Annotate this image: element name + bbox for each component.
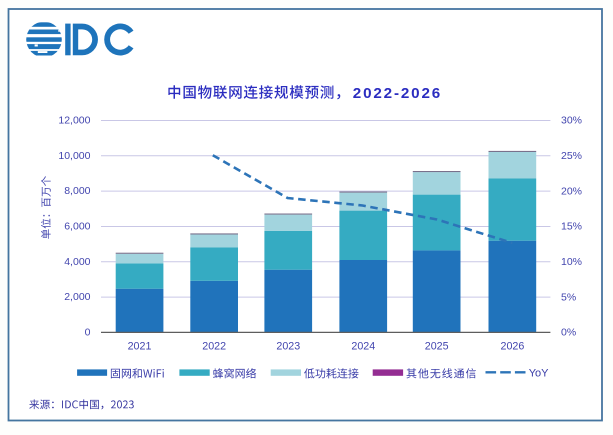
svg-text:8,000: 8,000 [64, 185, 90, 197]
svg-text:YoY: YoY [529, 368, 549, 380]
svg-text:2022-2026: 2022-2026 [353, 85, 442, 102]
svg-text:2021: 2021 [128, 341, 152, 353]
svg-text:2023: 2023 [276, 341, 300, 353]
svg-text:5%: 5% [561, 291, 576, 303]
svg-text:20%: 20% [561, 185, 582, 197]
svg-text:2,000: 2,000 [64, 291, 90, 303]
svg-text:15%: 15% [561, 221, 582, 233]
svg-text:10%: 10% [561, 256, 582, 268]
svg-text:0: 0 [85, 326, 91, 338]
svg-text:10,000: 10,000 [58, 150, 90, 162]
svg-text:0%: 0% [561, 327, 576, 339]
svg-text:2025: 2025 [425, 341, 449, 353]
svg-text:2024: 2024 [351, 341, 375, 353]
svg-text:2026: 2026 [501, 341, 525, 353]
svg-text:4,000: 4,000 [64, 256, 90, 268]
svg-text:30%: 30% [561, 115, 582, 127]
svg-text:25%: 25% [561, 150, 582, 162]
svg-text:12,000: 12,000 [58, 115, 90, 127]
svg-text:6,000: 6,000 [64, 221, 90, 233]
svg-text:2022: 2022 [202, 341, 226, 353]
